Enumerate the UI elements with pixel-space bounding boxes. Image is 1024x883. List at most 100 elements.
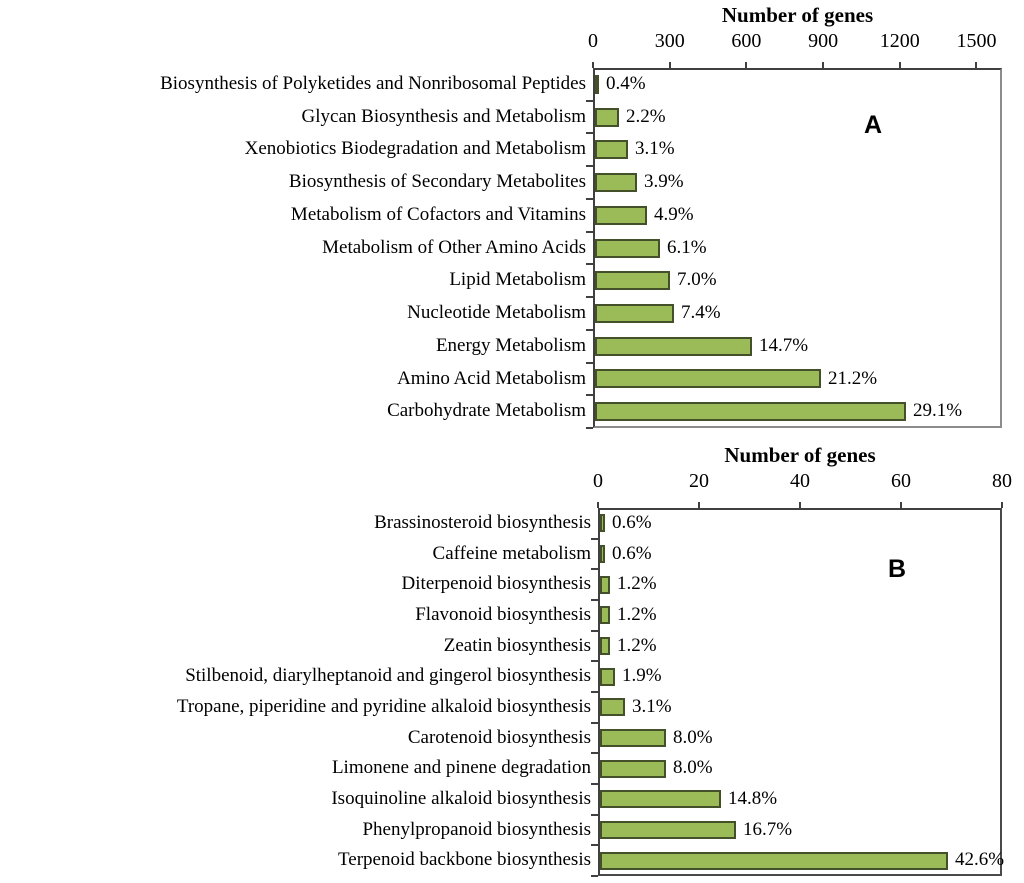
bar-value-label: 42.6% bbox=[955, 849, 1005, 871]
y-axis-tick-mark bbox=[586, 230, 593, 233]
category-label: Phenylpropanoid biosynthesis bbox=[362, 818, 591, 840]
bar-value-label: 4.9% bbox=[654, 203, 694, 225]
y-axis-tick-mark bbox=[586, 99, 593, 102]
bar-b-3 bbox=[600, 606, 610, 625]
x-axis-tick-label: 60 bbox=[891, 470, 911, 492]
plot-area-panel-a bbox=[593, 68, 1002, 428]
y-axis-tick-mark bbox=[586, 197, 593, 200]
y-axis-tick-mark bbox=[591, 813, 598, 816]
y-axis-tick-mark bbox=[586, 328, 593, 331]
category-label: Caffeine metabolism bbox=[432, 542, 591, 564]
bar-b-1 bbox=[600, 545, 605, 563]
bar-a-3 bbox=[595, 173, 637, 193]
bar-value-label: 3.1% bbox=[635, 138, 675, 160]
bar-value-label: 3.1% bbox=[632, 696, 672, 717]
y-axis-tick-mark bbox=[591, 537, 598, 540]
plot-area-panel-b bbox=[598, 508, 1002, 876]
y-axis-tick-mark bbox=[586, 296, 593, 299]
category-label: Nucleotide Metabolism bbox=[407, 302, 586, 324]
x-axis-tick-mark bbox=[975, 62, 978, 68]
category-label: Glycan Biosynthesis and Metabolism bbox=[301, 105, 586, 127]
bar-b-9 bbox=[600, 790, 721, 809]
bar-value-label: 7.0% bbox=[677, 269, 717, 291]
bar-b-6 bbox=[600, 698, 625, 717]
bar-a-8 bbox=[595, 336, 752, 356]
bar-a-0 bbox=[595, 74, 599, 94]
bar-b-4 bbox=[600, 637, 610, 655]
category-label: Energy Metabolism bbox=[435, 334, 586, 356]
bar-value-label: 8.0% bbox=[673, 726, 713, 748]
x-axis-tick-mark bbox=[668, 62, 671, 68]
bar-value-label: 2.2% bbox=[626, 105, 666, 127]
y-axis-tick-mark bbox=[586, 165, 593, 168]
x-axis-tick-mark bbox=[592, 62, 594, 68]
x-axis-tick-label: 0 bbox=[593, 470, 603, 492]
y-axis-tick-mark bbox=[586, 427, 593, 429]
category-label: Carbohydrate Metabolism bbox=[387, 400, 586, 422]
category-label: Amino Acid Metabolism bbox=[397, 367, 586, 389]
x-axis-tick-label: 1500 bbox=[956, 30, 997, 52]
x-axis-tick-mark bbox=[898, 62, 901, 68]
panel-label-b: B bbox=[887, 555, 907, 583]
bar-value-label: 0.6% bbox=[612, 512, 652, 533]
bar-value-label: 3.9% bbox=[644, 171, 684, 193]
bar-a-5 bbox=[595, 238, 660, 258]
bar-a-4 bbox=[595, 205, 647, 225]
bar-value-label: 7.4% bbox=[681, 302, 721, 324]
x-axis-tick-mark bbox=[900, 502, 902, 508]
bar-b-7 bbox=[600, 729, 666, 747]
x-axis-tick-mark bbox=[1001, 502, 1003, 508]
panel-label-a: A bbox=[863, 111, 883, 139]
x-axis-tick-mark bbox=[799, 502, 801, 508]
bar-value-label: 16.7% bbox=[743, 818, 793, 840]
bar-a-9 bbox=[595, 369, 821, 389]
bar-value-label: 14.7% bbox=[759, 334, 809, 356]
x-axis-tick-label: 300 bbox=[654, 30, 685, 52]
bar-b-5 bbox=[600, 667, 615, 686]
bar-value-label: 29.1% bbox=[913, 400, 963, 422]
y-axis-tick-mark bbox=[591, 568, 598, 571]
bar-b-11 bbox=[600, 851, 948, 870]
bar-b-2 bbox=[600, 575, 610, 594]
bar-value-label: 1.2% bbox=[617, 634, 657, 656]
y-axis-tick-mark bbox=[591, 875, 598, 877]
bar-value-label: 6.1% bbox=[667, 236, 707, 258]
category-label: Stilbenoid, diarylheptanoid and gingerol… bbox=[185, 665, 591, 687]
bar-a-1 bbox=[595, 107, 619, 127]
bar-value-label: 1.2% bbox=[617, 573, 657, 595]
category-label: Metabolism of Cofactors and Vitamins bbox=[290, 203, 586, 225]
x-axis-tick-mark bbox=[745, 62, 748, 68]
x-axis-tick-label: 1200 bbox=[879, 30, 920, 52]
y-axis-tick-mark bbox=[586, 132, 593, 135]
bar-value-label: 21.2% bbox=[828, 367, 878, 389]
y-axis-tick-mark bbox=[591, 844, 598, 847]
bar-value-label: 0.6% bbox=[612, 542, 652, 564]
x-axis-title-panel-a: Number of genes bbox=[721, 3, 874, 27]
bar-value-label: 8.0% bbox=[673, 757, 713, 779]
bar-value-label: 1.9% bbox=[622, 665, 662, 687]
bar-a-10 bbox=[595, 402, 906, 422]
x-axis-tick-label: 600 bbox=[731, 30, 762, 52]
bar-a-2 bbox=[595, 140, 628, 160]
category-label: Carotenoid biosynthesis bbox=[407, 726, 591, 748]
category-label: Isoquinoline alkaloid biosynthesis bbox=[331, 788, 591, 809]
x-axis-title-panel-b: Number of genes bbox=[724, 443, 876, 467]
bar-value-label: 14.8% bbox=[728, 788, 778, 809]
x-axis-tick-label: 80 bbox=[992, 470, 1012, 492]
category-label: Terpenoid backbone biosynthesis bbox=[337, 849, 591, 871]
category-label: Xenobiotics Biodegradation and Metabolis… bbox=[244, 138, 586, 160]
category-label: Biosynthesis of Polyketides and Nonribos… bbox=[160, 73, 586, 94]
bar-a-6 bbox=[595, 271, 670, 291]
category-label: Flavonoid biosynthesis bbox=[415, 604, 591, 625]
x-axis-tick-label: 0 bbox=[588, 30, 598, 52]
category-label: Limonene and pinene degradation bbox=[331, 757, 591, 779]
bar-b-0 bbox=[600, 514, 605, 533]
x-axis-tick-label: 20 bbox=[689, 470, 709, 492]
y-axis-tick-mark bbox=[591, 721, 598, 724]
y-axis-tick-mark bbox=[586, 361, 593, 364]
x-axis-tick-label: 40 bbox=[790, 470, 810, 492]
category-label: Metabolism of Other Amino Acids bbox=[322, 236, 586, 258]
y-axis-tick-mark bbox=[591, 660, 598, 663]
y-axis-tick-mark bbox=[586, 263, 593, 266]
